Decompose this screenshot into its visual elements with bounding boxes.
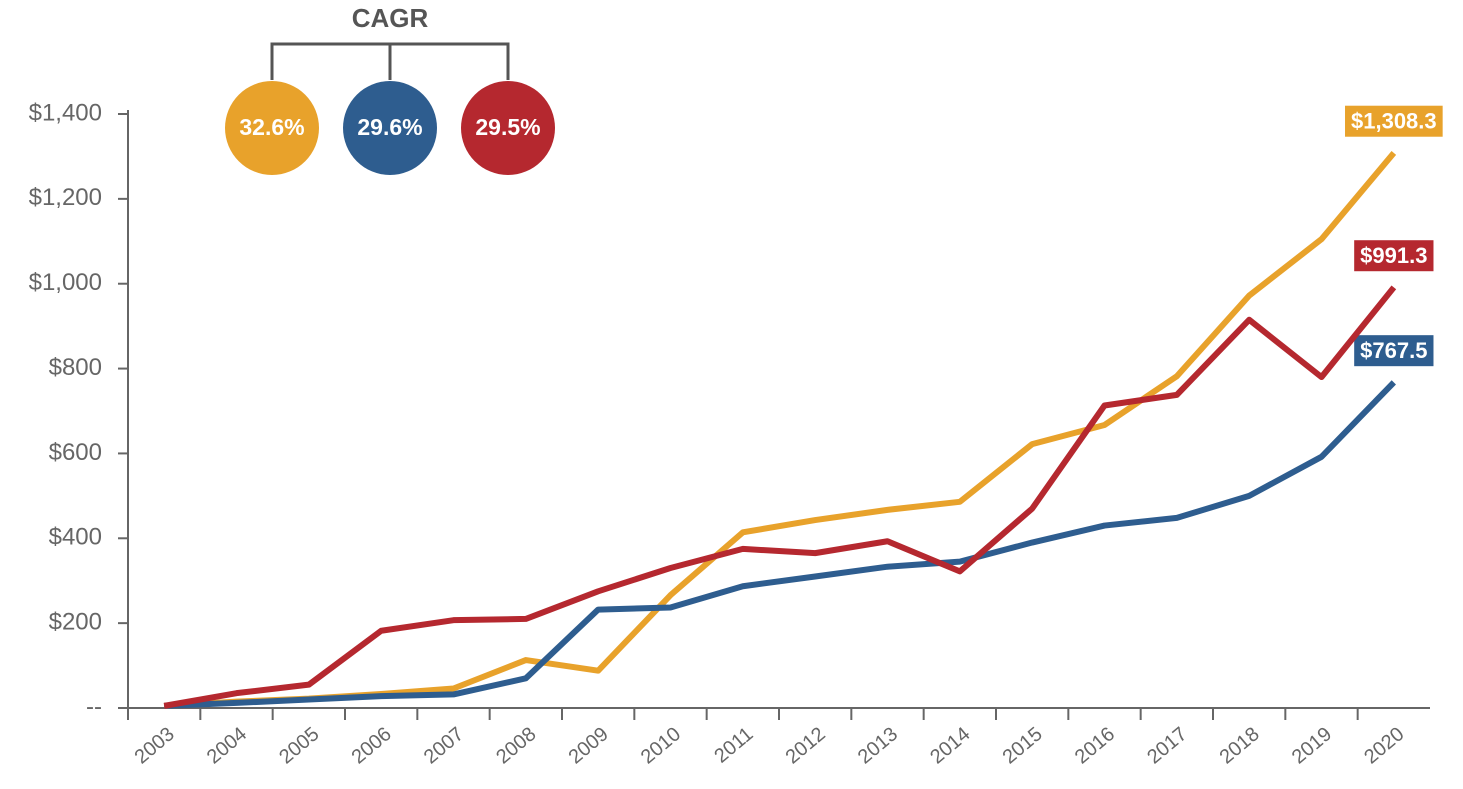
x-tick-label: 2005: [275, 723, 323, 768]
y-tick-label: $1,000: [29, 269, 102, 296]
y-tick-label: $600: [49, 439, 102, 466]
cagr-circle: [343, 81, 437, 175]
value-label-text: $767.5: [1360, 338, 1427, 363]
value-label-text: $991.3: [1360, 243, 1427, 268]
cagr-circle: [225, 81, 319, 175]
value-label: $767.5: [1354, 335, 1434, 367]
x-tick-label: 2004: [203, 723, 251, 768]
x-tick-label: 2013: [854, 723, 902, 768]
y-tick-label: --: [86, 693, 102, 720]
cagr-circle: [461, 81, 555, 175]
cagr-value: 29.6%: [357, 114, 422, 140]
x-tick-label: 2016: [1071, 723, 1119, 768]
x-tick-label: 2018: [1216, 723, 1264, 768]
x-tick-label: 2009: [565, 723, 613, 768]
x-tick-label: 2014: [926, 723, 974, 768]
x-tick-label: 2007: [420, 723, 468, 768]
series-line: [163, 150, 1397, 709]
x-tick-label: 2015: [999, 723, 1047, 768]
y-tick-label: $1,200: [29, 184, 102, 211]
value-label-bg: [1354, 335, 1434, 367]
x-tick-label: 2017: [1143, 723, 1191, 768]
y-tick-label: $200: [49, 608, 102, 635]
y-tick-label: $400: [49, 524, 102, 551]
value-label: $1,308.3: [1345, 105, 1443, 137]
series-line: [163, 285, 1397, 709]
value-label-bg: [1354, 240, 1434, 272]
value-label-text: $1,308.3: [1351, 109, 1437, 134]
x-tick-label: 2011: [710, 723, 757, 768]
x-tick-label: 2019: [1288, 723, 1336, 768]
x-tick-label: 2006: [348, 723, 396, 768]
value-label: $991.3: [1354, 240, 1434, 272]
x-tick-label: 2008: [492, 723, 540, 768]
x-tick-label: 2003: [131, 723, 179, 768]
cagr-value: 29.5%: [475, 114, 540, 140]
x-tick-label: 2012: [782, 723, 830, 768]
x-tick-label: 2020: [1360, 723, 1408, 768]
cagr-title: CAGR: [352, 3, 429, 33]
y-tick-label: $800: [49, 354, 102, 381]
series-line: [164, 380, 1396, 709]
x-tick-label: 2010: [637, 723, 685, 768]
value-label-bg: [1345, 105, 1443, 137]
y-tick-label: $1,400: [29, 99, 102, 126]
cagr-value: 32.6%: [239, 114, 304, 140]
cagr-bracket: [270, 42, 510, 80]
